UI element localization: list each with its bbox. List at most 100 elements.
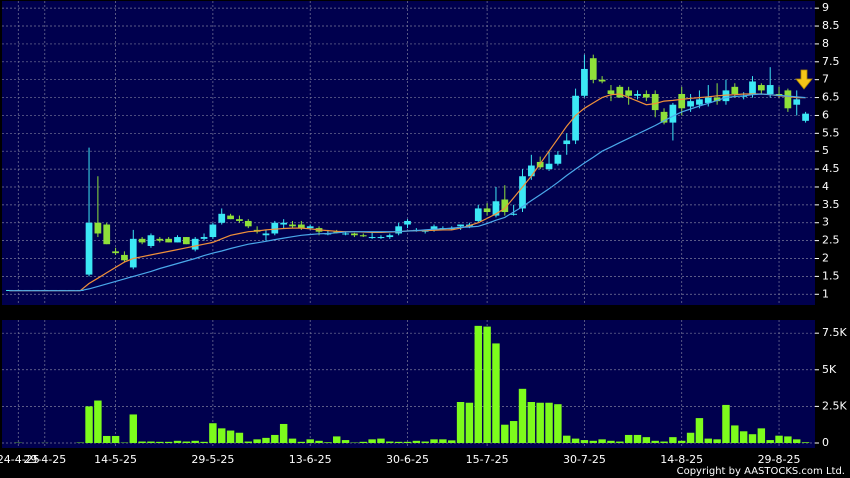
candle-body bbox=[527, 165, 535, 177]
volume-bar bbox=[527, 402, 536, 443]
volume-bar bbox=[465, 402, 474, 443]
volume-bar bbox=[580, 440, 589, 443]
volume-bar bbox=[678, 440, 686, 443]
volume-bar bbox=[642, 437, 651, 443]
volume-panel bbox=[2, 320, 815, 448]
y-tick-label: 6.5 bbox=[822, 91, 840, 104]
volume-bar bbox=[218, 428, 226, 443]
volume-bar bbox=[226, 430, 235, 443]
candle-body bbox=[386, 235, 394, 238]
volume-bar bbox=[492, 343, 500, 443]
volume-bar bbox=[182, 441, 191, 443]
candle-body bbox=[342, 233, 349, 235]
candle-body bbox=[368, 237, 376, 239]
volume-bar bbox=[103, 435, 111, 443]
candle-body bbox=[669, 104, 677, 123]
volume-bar bbox=[111, 435, 120, 443]
x-tick-label: 29-5-25 bbox=[191, 453, 234, 466]
candle-body bbox=[634, 93, 641, 96]
candle-body bbox=[306, 226, 314, 229]
volume-bar bbox=[518, 388, 527, 443]
candle-body bbox=[757, 85, 765, 91]
price-panel bbox=[2, 1, 815, 305]
candle-body bbox=[297, 224, 305, 229]
volume-bar bbox=[173, 440, 182, 443]
volume-bar bbox=[297, 441, 306, 443]
candle-body bbox=[581, 68, 588, 96]
candle-body bbox=[262, 233, 270, 236]
moving-average-line bbox=[9, 93, 806, 292]
x-tick-label: 29-8-25 bbox=[758, 453, 801, 466]
y-tick-label: 8.5 bbox=[822, 19, 840, 32]
candle-body bbox=[94, 222, 102, 234]
volume-bar bbox=[686, 432, 695, 443]
y-tick-label: 5K bbox=[822, 363, 837, 376]
candle-body bbox=[696, 99, 703, 105]
candle-body bbox=[625, 90, 633, 96]
y-tick-label: 0 bbox=[822, 436, 829, 449]
y-tick-label: 2 bbox=[822, 252, 829, 265]
volume-bar bbox=[147, 441, 155, 443]
volume-bar bbox=[85, 406, 93, 443]
volume-bar bbox=[545, 402, 553, 443]
volume-bar bbox=[368, 439, 376, 443]
volume-bar bbox=[191, 440, 199, 443]
candle-body bbox=[227, 215, 234, 220]
y-tick-label: 6 bbox=[822, 108, 829, 121]
volume-bar bbox=[669, 437, 677, 443]
candle-body bbox=[404, 220, 411, 225]
candle-body bbox=[182, 237, 190, 245]
candle-body bbox=[766, 85, 774, 94]
candle-body bbox=[289, 224, 296, 227]
volume-bar bbox=[430, 439, 438, 443]
volume-bar bbox=[359, 441, 367, 443]
candle-body bbox=[598, 79, 606, 82]
candle-body bbox=[616, 86, 624, 98]
candle-body bbox=[793, 99, 801, 105]
volume-bar bbox=[439, 439, 447, 443]
volume-bar bbox=[94, 400, 102, 443]
volume-bar bbox=[598, 439, 606, 443]
y-tick-label: 7.5 bbox=[822, 55, 840, 68]
volume-bar bbox=[563, 435, 571, 443]
volume-bar bbox=[448, 440, 456, 443]
candle-body bbox=[545, 163, 553, 170]
volume-bar bbox=[341, 440, 350, 443]
candle-body bbox=[129, 238, 137, 268]
volume-bar bbox=[288, 438, 297, 443]
volume-bar bbox=[235, 432, 244, 443]
x-tick-label: 14-5-25 bbox=[94, 453, 137, 466]
candle-body bbox=[271, 222, 279, 234]
candle-body bbox=[749, 81, 756, 94]
y-tick-label: 4 bbox=[822, 180, 829, 193]
x-tick-label: 15-7-25 bbox=[466, 453, 509, 466]
volume-bar bbox=[739, 431, 748, 443]
volume-bar bbox=[315, 440, 323, 443]
candle-body bbox=[802, 113, 809, 121]
y-tick-label: 2.5K bbox=[822, 399, 847, 412]
volume-bar bbox=[775, 435, 783, 443]
volume-bar bbox=[421, 441, 429, 443]
volume-bar bbox=[209, 423, 217, 443]
y-tick-label: 7 bbox=[822, 73, 829, 86]
candle-body bbox=[731, 86, 739, 94]
candle-body bbox=[121, 254, 128, 261]
candle-body bbox=[200, 237, 208, 239]
candle-body bbox=[395, 226, 403, 234]
candle-body bbox=[191, 238, 199, 250]
volume-bar bbox=[333, 436, 341, 443]
candle-body bbox=[138, 238, 146, 243]
volume-bar bbox=[279, 423, 288, 443]
volume-bar bbox=[386, 441, 394, 443]
candle-body bbox=[704, 97, 712, 103]
candle-body bbox=[483, 208, 491, 213]
candle-body bbox=[642, 93, 650, 98]
volume-bar bbox=[253, 439, 261, 443]
candle-body bbox=[722, 90, 730, 102]
y-tick-label: 3 bbox=[822, 216, 829, 229]
x-tick-label: 30-6-25 bbox=[386, 453, 429, 466]
candle-body bbox=[244, 220, 252, 227]
candle-body bbox=[156, 238, 164, 241]
volume-bar bbox=[554, 404, 562, 443]
